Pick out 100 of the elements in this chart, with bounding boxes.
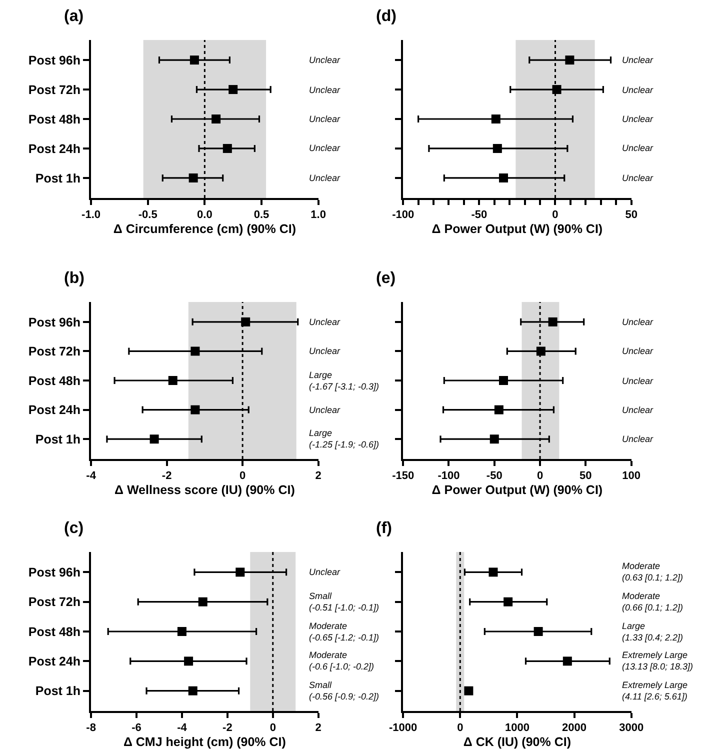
annotation: Large (1.33 [0.4; 2.2]) — [622, 621, 684, 643]
x-axis-title: Δ Power Output (W) (90% CI) — [432, 482, 603, 497]
x-tick-label: 0 — [552, 209, 558, 222]
y-tick-label: Post 24h — [28, 403, 81, 418]
annotation: Unclear — [622, 434, 654, 444]
point — [548, 317, 558, 326]
x-axis-title: Δ Wellness score (IU) (90% CI) — [114, 482, 295, 497]
point — [222, 144, 232, 153]
x-tick-label: -2 — [162, 470, 172, 482]
y-tick-label: Post 1h — [35, 171, 81, 186]
x-tick-label: 0 — [536, 470, 544, 482]
point — [562, 656, 572, 666]
y-tick-label: Post 72h — [28, 595, 81, 610]
point — [565, 56, 574, 65]
annotation: Unclear — [309, 405, 342, 415]
point — [168, 376, 178, 385]
x-axis-title: Δ CK (IU) (90% CI) — [463, 734, 572, 749]
annotation: Extremely Large (4.11 [2.6; 5.61]) — [622, 680, 688, 702]
x-tick-label: -150 — [392, 470, 414, 482]
annotation: Unclear — [622, 143, 654, 153]
annotation: Unclear — [309, 173, 342, 183]
x-tick-label: -50 — [471, 209, 488, 222]
x-tick-label: 3000 — [619, 722, 644, 734]
annotation: Large (-1.67 [-3.1; -0.3]) — [309, 370, 380, 392]
x-tick-label: -2 — [222, 722, 232, 734]
x-tick-label: -8 — [86, 722, 96, 734]
point — [198, 597, 208, 606]
chart-title: (c) — [64, 520, 84, 537]
x-tick-label: 0.0 — [197, 209, 212, 222]
y-tick-label: Post 96h — [28, 315, 81, 330]
x-tick-label: -100 — [392, 209, 414, 222]
x-tick-label: 2 — [315, 470, 322, 482]
annotation: Unclear — [309, 317, 342, 327]
y-tick-label: Post 72h — [28, 82, 81, 97]
chart-title: (e) — [376, 270, 396, 287]
annotation: Unclear — [309, 114, 342, 124]
annotation: Small (-0.56 [-0.9; -0.2]) — [309, 680, 380, 702]
point — [490, 434, 499, 444]
annotation: Unclear — [309, 85, 342, 95]
annotation: Moderate (-0.65 [-1.2; -0.1]) — [309, 621, 380, 643]
annotation: Extremely Large (13.13 [8.0; 18.3]) — [622, 650, 694, 672]
x-tick-label: 2 — [315, 722, 322, 734]
annotation: Unclear — [622, 346, 654, 356]
y-tick-label: Post 48h — [28, 624, 81, 639]
point — [188, 173, 198, 182]
point — [504, 597, 513, 606]
y-tick-label: Post 24h — [28, 654, 81, 669]
annotation: Unclear — [622, 114, 654, 124]
point — [499, 376, 508, 385]
point — [534, 627, 543, 636]
x-axis-title: Δ Power Output (W) (90% CI) — [432, 222, 603, 236]
x-tick-label: 2000 — [562, 722, 587, 734]
x-tick-label: -4 — [86, 470, 97, 482]
chart-title: (b) — [64, 270, 84, 287]
point — [190, 405, 200, 414]
annotation: Unclear — [309, 55, 342, 65]
y-tick-label: Post 96h — [28, 53, 81, 68]
x-tick-label: -1.0 — [82, 209, 101, 222]
annotation: Unclear — [309, 143, 342, 153]
x-tick-label: -0.5 — [138, 209, 158, 222]
point — [236, 568, 245, 577]
annotation: Moderate (0.63 [0.1; 1.2]) — [622, 561, 684, 583]
point — [499, 173, 508, 182]
x-tick-label: 100 — [622, 470, 641, 482]
x-tick-label: 50 — [625, 209, 638, 222]
point — [188, 686, 198, 696]
annotation: Unclear — [622, 405, 654, 415]
point — [536, 346, 546, 356]
x-axis-title: Δ Circumference (cm) (90% CI) — [113, 222, 296, 236]
annotation: Unclear — [622, 317, 654, 327]
y-tick-label: Post 72h — [28, 344, 81, 359]
point — [190, 56, 199, 65]
y-tick-label: Post 24h — [28, 142, 81, 156]
point — [464, 686, 474, 696]
chart-title: (f) — [376, 520, 392, 537]
point — [177, 627, 186, 636]
y-tick-label: Post 96h — [28, 566, 81, 580]
point — [491, 114, 500, 124]
annotation: Unclear — [622, 85, 654, 95]
y-tick-label: Post 48h — [28, 112, 81, 126]
annotation: Large (-1.25 [-1.9; -0.6]) — [309, 428, 380, 450]
x-tick-label: -4 — [177, 722, 188, 734]
annotation: Unclear — [309, 567, 342, 577]
annotation: Unclear — [622, 55, 654, 65]
point — [552, 85, 562, 94]
x-tick-label: 0 — [240, 470, 246, 482]
y-tick-label: Post 1h — [35, 684, 81, 698]
y-tick-label: Post 48h — [28, 374, 81, 388]
x-tick-label: 0 — [457, 722, 464, 734]
point — [488, 568, 498, 577]
annotation: Moderate (-0.6 [-1.0; -0.2]) — [309, 650, 374, 672]
point — [190, 346, 200, 356]
x-axis-title: Δ CMJ height (cm) (90% CI) — [123, 734, 286, 749]
point — [150, 434, 159, 444]
y-tick-label: Post 1h — [35, 432, 81, 446]
point — [492, 144, 502, 153]
x-tick-label: -100 — [438, 470, 460, 482]
point — [241, 317, 250, 326]
x-tick-label: 1000 — [504, 722, 530, 734]
x-tick-label: -6 — [132, 722, 142, 734]
